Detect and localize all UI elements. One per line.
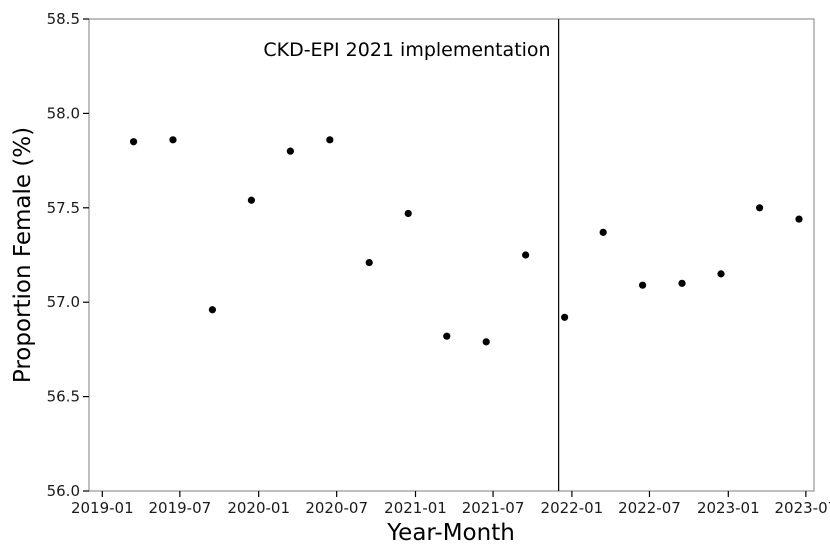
- x-tick-label: 2022-01: [541, 499, 604, 517]
- data-point: [639, 281, 647, 289]
- y-tick-label: 58.5: [47, 10, 80, 28]
- x-tick-label: 2019-01: [71, 499, 134, 517]
- x-tick-label: 2019-07: [148, 499, 211, 517]
- x-tick-label: 2021-07: [462, 499, 525, 517]
- y-tick-label: 56.0: [47, 482, 80, 500]
- x-tick-label: 2021-01: [384, 499, 447, 517]
- data-point: [129, 138, 138, 146]
- data-point: [169, 136, 177, 144]
- y-tick-label: 57.0: [47, 293, 80, 311]
- x-tick-label: 2023-07: [775, 499, 830, 517]
- data-point: [286, 147, 294, 155]
- data-point: [561, 313, 569, 321]
- y-tick-label: 58.0: [47, 104, 80, 122]
- y-tick-label: 56.5: [47, 388, 80, 406]
- implementation-annotation: CKD-EPI 2021 implementation: [263, 39, 550, 61]
- y-axis-title: Proportion Female (%): [10, 127, 36, 383]
- y-tick-label: 57.5: [47, 199, 80, 217]
- data-point: [795, 215, 803, 223]
- plot-frame: [88, 18, 815, 492]
- data-point: [599, 228, 607, 236]
- data-point: [404, 209, 412, 218]
- x-tick-label: 2020-07: [305, 499, 368, 517]
- data-point: [326, 136, 334, 144]
- data-point: [717, 270, 725, 278]
- data-point: [522, 251, 530, 259]
- data-point: [755, 204, 764, 212]
- data-point: [443, 332, 451, 340]
- x-axis-title: Year-Month: [386, 520, 515, 544]
- x-axis: 2019-01 2019-07 2020-01 2020-07 2021-01 2021-…: [71, 491, 830, 517]
- data-point: [482, 338, 490, 346]
- x-tick-label: 2022-07: [618, 499, 681, 517]
- x-tick-label: 2023-01: [697, 499, 760, 517]
- data-point: [247, 196, 255, 204]
- data-points: [129, 136, 803, 346]
- data-point: [365, 258, 373, 267]
- data-point: [208, 306, 217, 314]
- data-point: [678, 279, 686, 287]
- x-tick-label: 2020-01: [227, 499, 290, 517]
- y-axis: 56.0 56.5 57.0 57.5 58.0 58.5: [47, 10, 89, 500]
